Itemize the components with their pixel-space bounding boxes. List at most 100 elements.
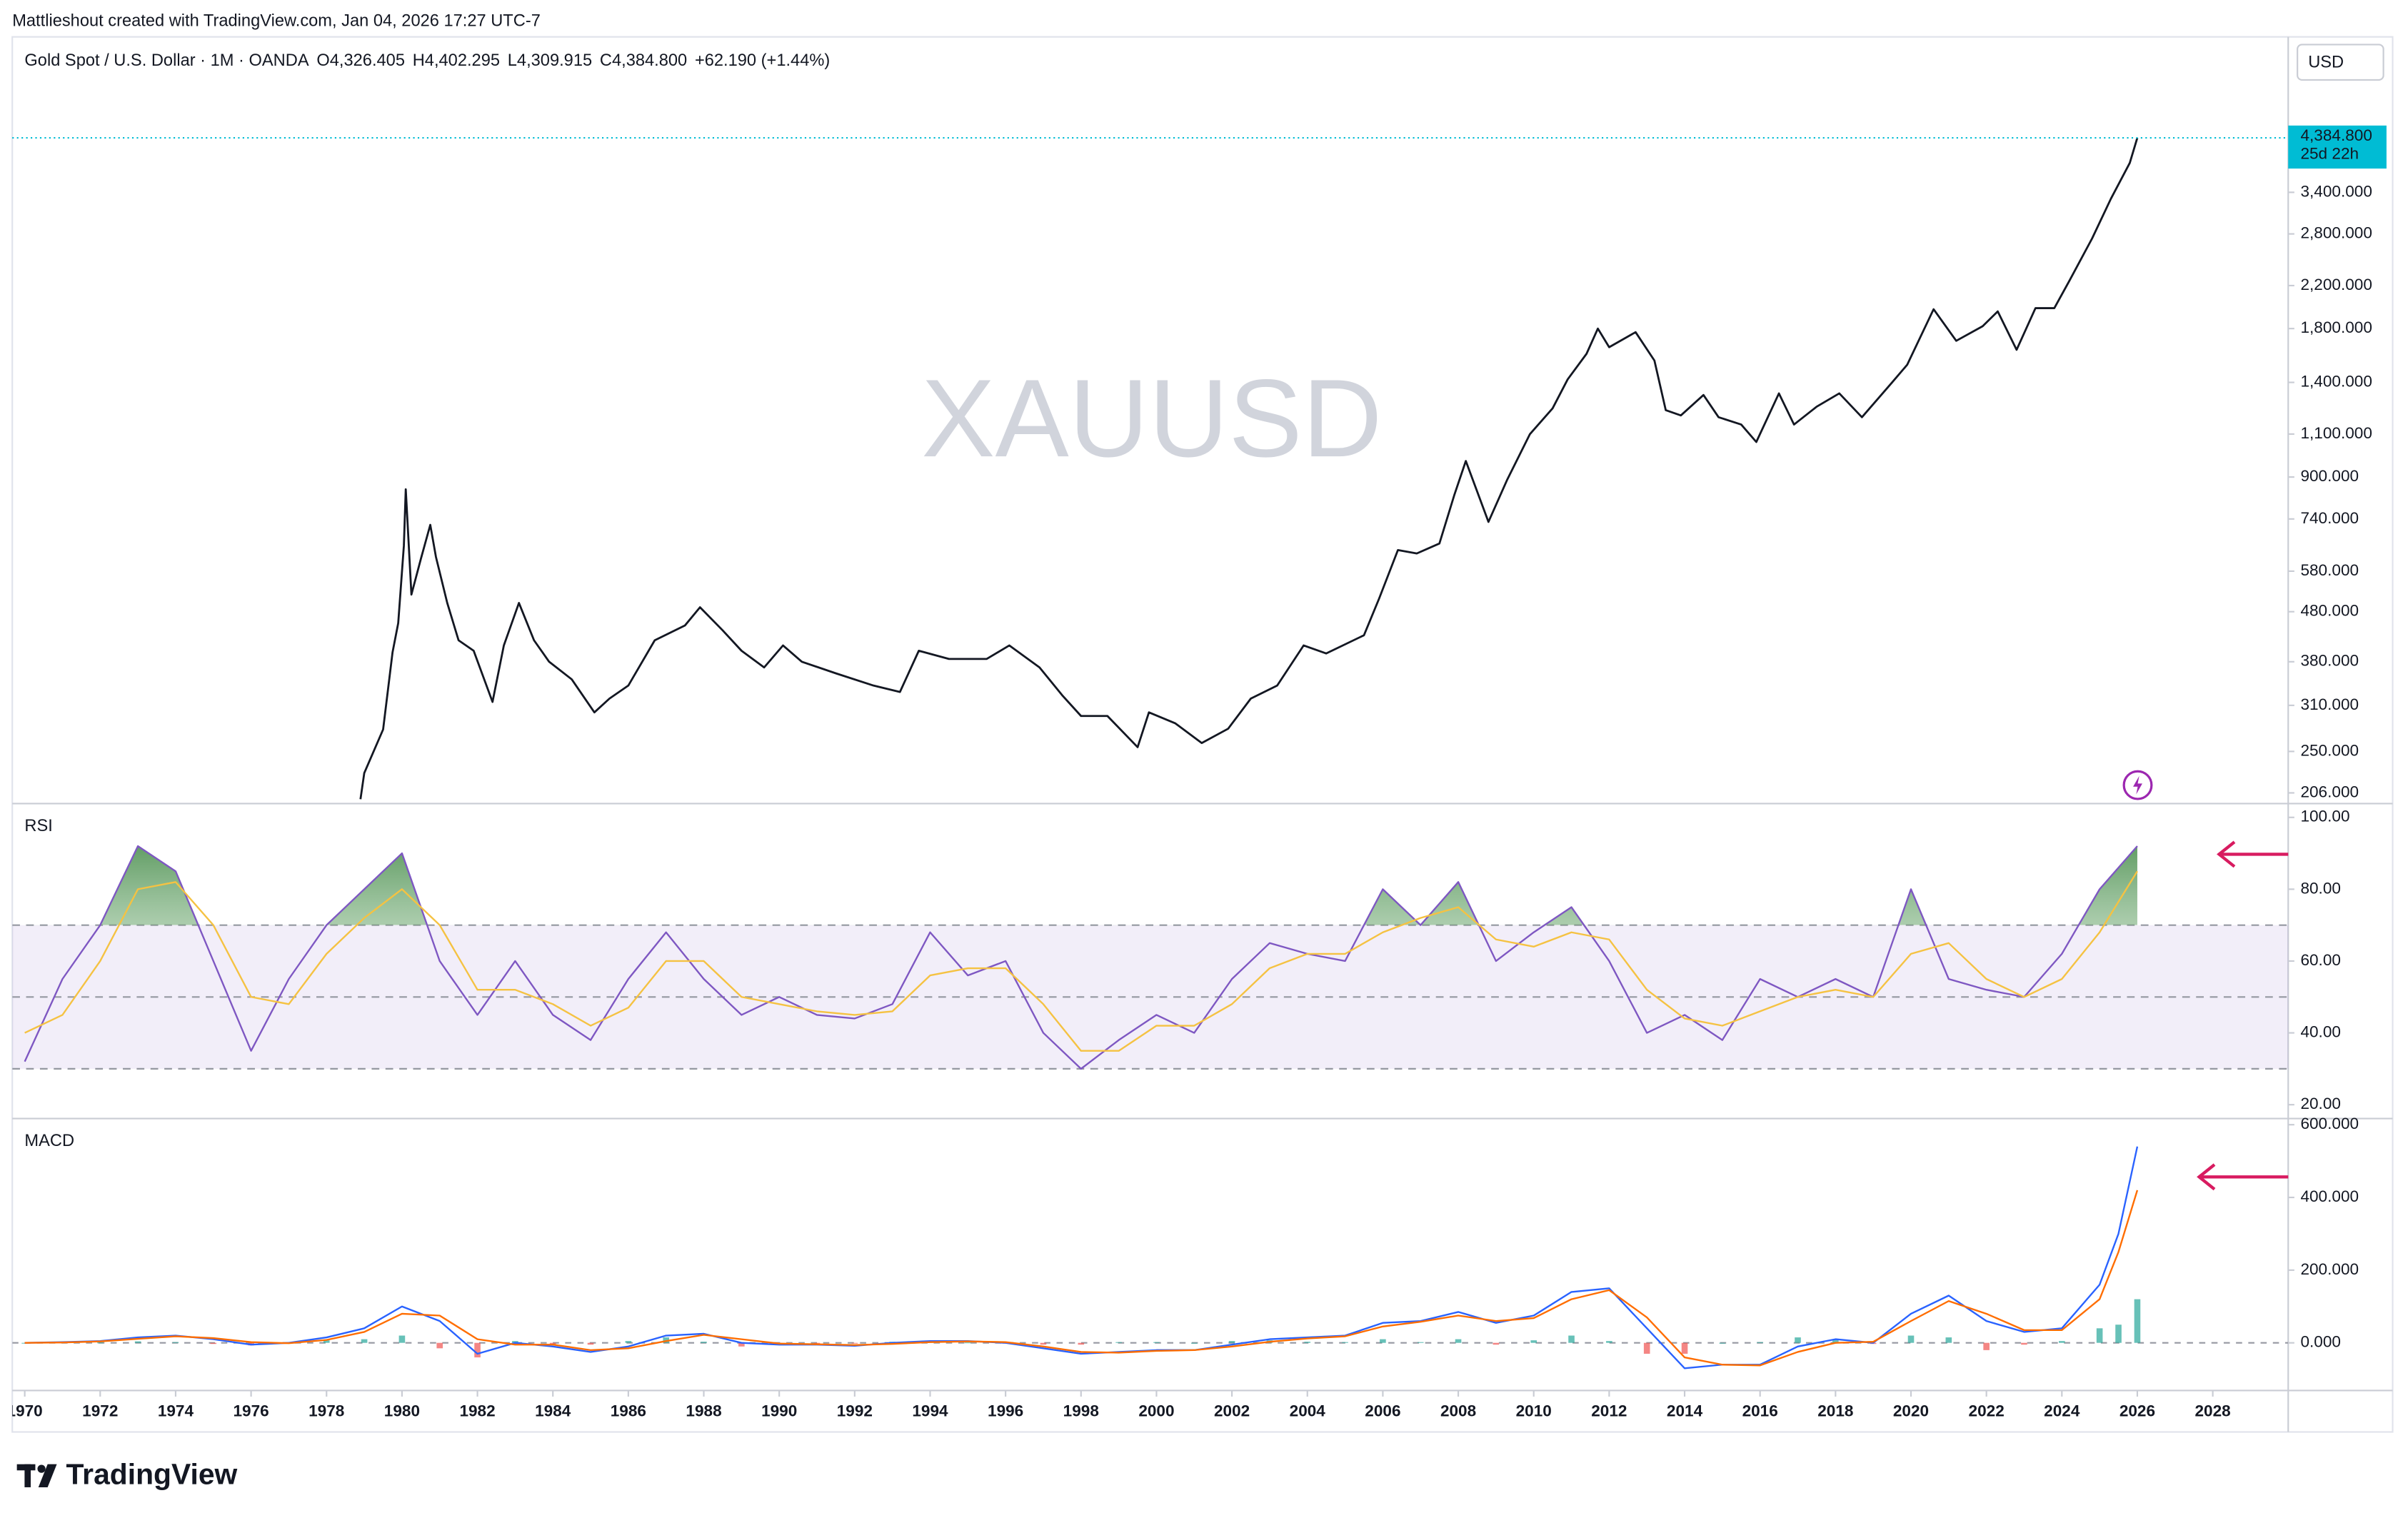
currency-button[interactable] [2297,44,2384,81]
histogram-bar [1153,1342,1160,1343]
legend-item: Gold Spot / U.S. Dollar · 1M · OANDA [24,51,308,70]
histogram-bar [1606,1341,1612,1343]
rsi-arrow [2217,840,2289,868]
alert-bolt[interactable] [2133,775,2142,795]
logo-icon [16,1464,57,1487]
x-tick-label: 1996 [988,1402,1023,1419]
histogram-bar [1228,1341,1235,1343]
histogram-bar [1945,1337,1952,1343]
y-tick-label: 1,100.000 [2300,424,2372,442]
y-tick-label: 740.000 [2300,509,2359,527]
y-tick-label: 1,400.000 [2300,373,2372,391]
y-tick-label: 310.000 [2300,695,2359,713]
legend-item: H4,402.295 [413,51,500,70]
histogram-bar [2096,1328,2103,1343]
histogram-bar [965,1342,971,1344]
histogram-bar [1832,1339,1839,1343]
pane-title: MACD [24,1132,74,1150]
histogram-bar [436,1342,443,1349]
logo-part [37,1464,46,1473]
histogram-bar [1983,1342,1990,1350]
y-tick-label: 20.00 [2300,1095,2340,1112]
macd-arrow [2197,1163,2289,1191]
x-tick-label: 2002 [1214,1402,1250,1419]
y-tick-label: 2,800.000 [2300,224,2372,242]
histogram-bar [851,1342,858,1344]
legend-item: L4,309.915 [508,51,592,70]
y-tick-label: 380.000 [2300,652,2359,670]
rsi-pane [12,845,2289,1070]
watermark: XAUUSD [921,356,1382,480]
logo-text: TradingView [66,1458,237,1491]
x-tick-label: 2006 [1365,1402,1400,1419]
x-tick-label: 1998 [1063,1402,1099,1419]
legend-item: +62.190 (+1.44%) [695,51,830,70]
x-tick-label: 2020 [1893,1402,1929,1419]
histogram-bar [210,1342,217,1344]
countdown-label: 25d 22h [2300,145,2359,163]
x-tick-label: 1972 [82,1402,118,1419]
y-tick-label: 100.00 [2300,808,2349,825]
y-tick-label: 206.000 [2300,783,2359,800]
series-line [24,870,2138,1052]
y-tick-label: 3,400.000 [2300,182,2372,200]
histogram-bar [587,1342,594,1345]
x-tick-label: 1994 [912,1402,948,1419]
histogram-bar [813,1342,821,1344]
histogram-bar [1342,1342,1348,1343]
y-tick-label: 580.000 [2300,561,2359,579]
pane-title: RSI [24,817,52,835]
histogram-bar [1078,1342,1085,1345]
y-tick-label: 480.000 [2300,602,2359,620]
x-tick-label: 2000 [1138,1402,1174,1419]
x-tick-label: 1974 [158,1402,194,1419]
y-tick-label: 250.000 [2300,741,2359,759]
x-tick-label: 2012 [1591,1402,1627,1419]
alert-icon[interactable] [2122,770,2153,800]
histogram-bar [663,1337,669,1343]
histogram-bar [701,1342,707,1343]
histogram-bar [21,1342,28,1344]
alert-circle[interactable] [2122,770,2153,800]
histogram-bar [1040,1342,1047,1345]
x-tick-label: 2022 [1969,1402,2005,1419]
series-line [24,845,2138,1070]
x-tick-label: 2008 [1440,1402,1476,1419]
histogram-bar [1493,1342,1500,1345]
logo-part [38,1464,57,1487]
histogram-bar [512,1341,518,1343]
x-tick-label: 2010 [1516,1402,1552,1419]
histogram-bar [474,1342,481,1358]
histogram-bar [1304,1342,1311,1343]
series-line [359,137,2139,800]
histogram-bar [1795,1337,1801,1343]
histogram-bar [1380,1339,1386,1343]
y-tick-label: 2,200.000 [2300,276,2372,293]
x-tick-label: 2014 [1667,1402,1703,1419]
histogram-bar [2134,1299,2141,1343]
histogram-bar [398,1335,406,1343]
time-axis: 1970 1972 1974 1976 1978 1980 1982 1984 1986 1988… [12,1390,2231,1419]
last-price-box [2288,125,2387,169]
x-tick-label: 1990 [761,1402,797,1419]
y-tick-label: 40.00 [2300,1023,2340,1041]
x-tick-label: 1992 [837,1402,873,1419]
histogram-bar [1643,1342,1650,1354]
legend-item: C4,384.800 [600,51,687,70]
x-tick-label: 2016 [1742,1402,1778,1419]
histogram-bar [172,1342,179,1343]
macd-pane [12,1146,2289,1369]
currency-label[interactable]: USD [2308,53,2344,71]
x-tick-label: 2018 [1817,1402,1853,1419]
histogram-bar [2021,1342,2027,1345]
x-tick-label: 1980 [384,1402,420,1419]
price-pane: XAUUSD [359,137,2139,800]
x-tick-label: 2026 [2119,1402,2155,1419]
legend: Gold Spot / U.S. Dollar · 1M · OANDA O4,3… [24,51,830,70]
y-tick-label: 1,800.000 [2300,318,2372,336]
x-tick-label: 1976 [233,1402,269,1419]
histogram-bar [1568,1335,1575,1343]
histogram-bar [1530,1340,1537,1343]
